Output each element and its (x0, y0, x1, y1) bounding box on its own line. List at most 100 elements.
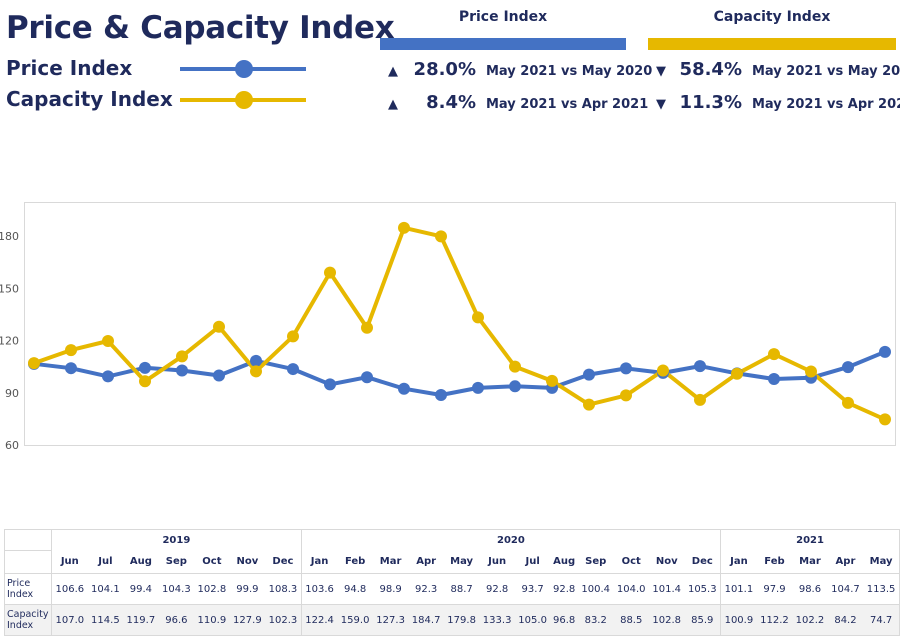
table-cell: 94.8 (337, 573, 373, 605)
data-point-price-index[interactable] (842, 361, 854, 374)
data-point-price-index[interactable] (509, 380, 521, 393)
table-cell: 83.2 (577, 604, 614, 636)
table-month-header: Feb (756, 550, 793, 574)
kpi-heading-capacity: Capacity Index (713, 9, 831, 25)
table-cell: 104.7 (827, 573, 864, 605)
data-point-price-index[interactable] (250, 354, 262, 367)
data-point-capacity-index[interactable] (694, 393, 706, 406)
data-point-capacity-index[interactable] (842, 396, 854, 409)
data-point-capacity-index[interactable] (361, 321, 373, 334)
data-point-price-index[interactable] (398, 382, 410, 395)
data-point-capacity-index[interactable] (139, 375, 151, 388)
line-chart: 60 90 120 150 180 (0, 221, 891, 452)
data-point-price-index[interactable] (694, 360, 706, 373)
data-point-price-index[interactable] (176, 364, 188, 377)
table-month-header: Oct (194, 550, 230, 574)
data-point-price-index[interactable] (213, 369, 225, 382)
legend-capacity-index: Capacity Index (6, 87, 306, 111)
data-point-price-index[interactable] (324, 378, 336, 391)
table-cell: 96.6 (158, 604, 195, 636)
data-point-price-index[interactable] (435, 389, 447, 402)
data-point-price-index[interactable] (472, 381, 484, 394)
table-month-header: Nov (648, 550, 685, 574)
table-cell: 88.7 (443, 573, 480, 605)
data-point-capacity-index[interactable] (324, 266, 336, 279)
data-point-capacity-index[interactable] (509, 360, 521, 373)
data-point-price-index[interactable] (879, 345, 891, 358)
kpi-compare: May 2021 vs Apr 2021 (752, 97, 900, 112)
data-point-price-index[interactable] (102, 370, 114, 383)
down-arrow-icon: ▼ (656, 64, 666, 79)
table-cell: 92.3 (408, 573, 444, 605)
data-point-capacity-index[interactable] (731, 367, 743, 380)
table-cell: 102.3 (265, 604, 302, 636)
table-cell: 93.7 (514, 573, 551, 605)
data-point-capacity-index[interactable] (287, 330, 299, 343)
table-cell: 110.9 (194, 604, 230, 636)
data-point-capacity-index[interactable] (879, 413, 891, 426)
y-tick-label: 180 (0, 230, 19, 243)
table-cell: 84.2 (827, 604, 864, 636)
table-month-header: Aug (550, 550, 578, 574)
table-month-row: Jun Jul Aug Sep Oct Nov Dec Jan Feb Mar Apr May Jun J… (4, 550, 900, 574)
data-point-capacity-index[interactable] (102, 335, 114, 348)
table-cell: 184.7 (408, 604, 444, 636)
y-tick-label: 90 (5, 387, 19, 400)
data-point-capacity-index[interactable] (176, 350, 188, 363)
table-month-header: Jul (514, 550, 551, 574)
data-point-price-index[interactable] (768, 372, 780, 385)
data-point-capacity-index[interactable] (805, 365, 817, 378)
data-point-capacity-index[interactable] (472, 311, 484, 324)
table-year-header: 2021 (720, 529, 900, 551)
data-point-capacity-index[interactable] (657, 364, 669, 377)
table-cell: 100.4 (577, 573, 614, 605)
data-point-price-index[interactable] (583, 368, 595, 381)
data-point-capacity-index[interactable] (250, 365, 262, 378)
data-point-price-index[interactable] (139, 361, 151, 374)
table-cell: 104.1 (87, 573, 124, 605)
table-month-header: May (863, 550, 900, 574)
table-cell: 102.8 (194, 573, 230, 605)
table-cell: 106.6 (50, 573, 88, 605)
data-point-capacity-index[interactable] (435, 230, 447, 243)
kpi-compare: May 2021 vs May 2020 (486, 64, 653, 79)
table-cell: 102.2 (792, 604, 828, 636)
kpi-bar-capacity (648, 38, 896, 50)
data-point-capacity-index[interactable] (398, 221, 410, 234)
table-row-label: Price Index (4, 573, 52, 605)
data-point-capacity-index[interactable] (583, 398, 595, 411)
y-tick-label: 150 (0, 282, 19, 295)
table-month-header: Nov (229, 550, 266, 574)
data-table: 2019 2020 2021 Jun Jul Aug Sep Oct Nov Dec Jan Feb M… (4, 529, 900, 636)
legend-swatch-capacity (180, 89, 306, 111)
table-cell: 108.3 (265, 573, 302, 605)
data-point-capacity-index[interactable] (65, 344, 77, 357)
data-point-price-index[interactable] (65, 362, 77, 375)
table-cell: 179.8 (443, 604, 480, 636)
data-point-capacity-index[interactable] (768, 348, 780, 361)
data-point-capacity-index[interactable] (546, 374, 558, 387)
table-month-header: Oct (613, 550, 649, 574)
data-point-price-index[interactable] (287, 363, 299, 376)
y-tick-label: 120 (0, 335, 19, 348)
table-month-header: Sep (158, 550, 195, 574)
up-arrow-icon: ▲ (388, 64, 398, 79)
table-cell: 122.4 (300, 604, 338, 636)
data-point-capacity-index[interactable] (620, 389, 632, 402)
data-point-capacity-index[interactable] (213, 320, 225, 333)
table-month-header: Sep (577, 550, 614, 574)
table-year-row: 2019 2020 2021 (4, 529, 900, 551)
table-row: Price Index 106.6 104.1 99.4 104.3 102.8 99.9 1… (4, 573, 900, 605)
table-cell: 133.3 (479, 604, 515, 636)
kpi-compare: May 2021 vs Apr 2021 (486, 97, 649, 112)
data-point-price-index[interactable] (620, 362, 632, 375)
kpi-percent: 58.4% (679, 59, 742, 80)
table-cell: 92.8 (479, 573, 515, 605)
legend-price-index: Price Index (6, 56, 306, 80)
y-tick-label: 60 (5, 439, 19, 452)
data-point-capacity-index[interactable] (28, 357, 40, 370)
kpi-capacity-yoy: ▼ 58.4% May 2021 vs May 2020 (656, 59, 900, 80)
data-point-price-index[interactable] (361, 371, 373, 384)
down-arrow-icon: ▼ (656, 97, 666, 112)
kpi-capacity-mom: ▼ 11.3% May 2021 vs Apr 2021 (656, 92, 900, 113)
